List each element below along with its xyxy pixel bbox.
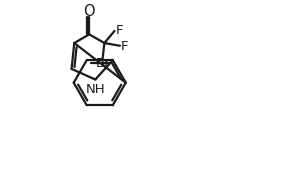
Text: F: F (121, 40, 128, 53)
Text: Br: Br (95, 57, 110, 70)
Text: F: F (115, 24, 123, 36)
Text: NH: NH (85, 83, 105, 96)
Text: O: O (83, 4, 95, 20)
